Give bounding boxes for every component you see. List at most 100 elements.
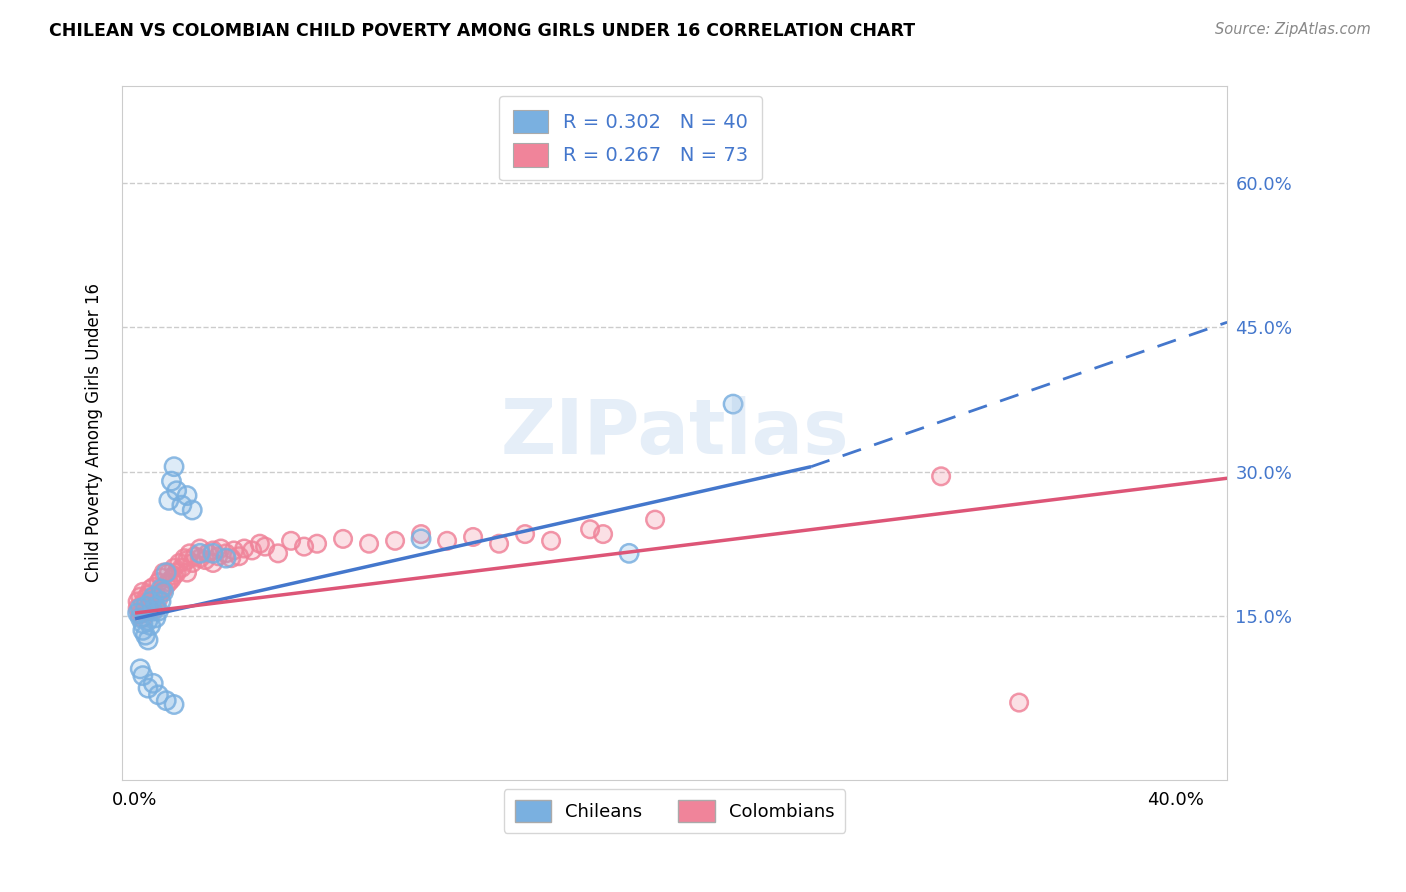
Point <box>233 541 256 556</box>
Point <box>184 549 207 564</box>
Point <box>188 546 211 560</box>
Point <box>167 556 190 570</box>
Point <box>157 566 180 580</box>
Point <box>188 541 211 556</box>
Point <box>142 604 165 618</box>
Point <box>129 601 152 615</box>
Text: ZIPatlas: ZIPatlas <box>501 396 849 470</box>
Point <box>148 688 170 702</box>
Point <box>157 566 180 580</box>
Point <box>240 543 263 558</box>
Point <box>160 474 183 488</box>
Point <box>132 598 155 612</box>
Point <box>139 582 162 596</box>
Legend: Chileans, Colombians: Chileans, Colombians <box>503 789 845 833</box>
Point <box>136 599 159 614</box>
Point <box>194 553 217 567</box>
Point <box>292 540 315 554</box>
Point <box>219 551 242 566</box>
Point <box>197 546 219 560</box>
Point <box>617 546 640 560</box>
Point <box>129 611 152 625</box>
Point <box>142 590 165 604</box>
Point <box>488 537 510 551</box>
Point <box>644 513 666 527</box>
Point <box>155 578 177 592</box>
Point <box>215 546 238 560</box>
Point <box>163 568 186 582</box>
Point <box>134 604 156 618</box>
Point <box>176 566 198 580</box>
Point <box>136 599 159 614</box>
Point <box>188 551 211 566</box>
Point <box>157 493 180 508</box>
Point <box>136 632 159 647</box>
Point <box>721 397 744 411</box>
Point <box>127 594 149 608</box>
Point <box>644 513 666 527</box>
Point <box>194 553 217 567</box>
Point <box>142 594 165 608</box>
Point <box>134 599 156 614</box>
Point <box>155 693 177 707</box>
Point <box>202 556 225 570</box>
Point <box>332 532 354 546</box>
Point <box>136 604 159 618</box>
Point <box>129 590 152 604</box>
Point <box>184 549 207 564</box>
Point <box>188 546 211 560</box>
Point <box>176 553 198 567</box>
Point <box>127 606 149 620</box>
Point <box>170 498 193 512</box>
Point <box>188 551 211 566</box>
Point <box>176 489 198 503</box>
Point <box>148 591 170 606</box>
Point <box>150 570 173 584</box>
Point <box>129 607 152 621</box>
Point <box>181 556 204 570</box>
Point <box>170 561 193 575</box>
Point <box>155 693 177 707</box>
Point <box>129 601 152 615</box>
Point <box>461 530 484 544</box>
Point <box>132 616 155 631</box>
Point <box>134 628 156 642</box>
Point <box>176 566 198 580</box>
Point <box>129 611 152 625</box>
Point <box>132 668 155 682</box>
Point <box>150 582 173 596</box>
Point <box>579 522 602 536</box>
Point <box>254 540 277 554</box>
Point <box>207 549 229 564</box>
Point <box>132 668 155 682</box>
Point <box>488 537 510 551</box>
Point <box>136 681 159 695</box>
Point <box>134 591 156 606</box>
Point <box>139 594 162 608</box>
Point <box>540 533 562 548</box>
Point <box>127 594 149 608</box>
Point <box>215 551 238 566</box>
Point <box>240 543 263 558</box>
Point <box>592 527 614 541</box>
Point <box>409 532 432 546</box>
Point <box>166 483 188 498</box>
Point <box>132 598 155 612</box>
Point <box>228 549 250 564</box>
Point <box>127 601 149 615</box>
Point <box>202 546 225 560</box>
Point <box>136 604 159 618</box>
Point <box>513 527 536 541</box>
Point <box>136 614 159 628</box>
Point <box>145 588 167 602</box>
Point <box>280 533 302 548</box>
Point <box>188 541 211 556</box>
Point <box>142 594 165 608</box>
Point <box>155 566 177 580</box>
Point <box>166 566 188 580</box>
Text: CHILEAN VS COLOMBIAN CHILD POVERTY AMONG GIRLS UNDER 16 CORRELATION CHART: CHILEAN VS COLOMBIAN CHILD POVERTY AMONG… <box>49 22 915 40</box>
Point <box>249 537 271 551</box>
Point <box>142 580 165 594</box>
Point <box>129 662 152 676</box>
Point <box>929 469 952 483</box>
